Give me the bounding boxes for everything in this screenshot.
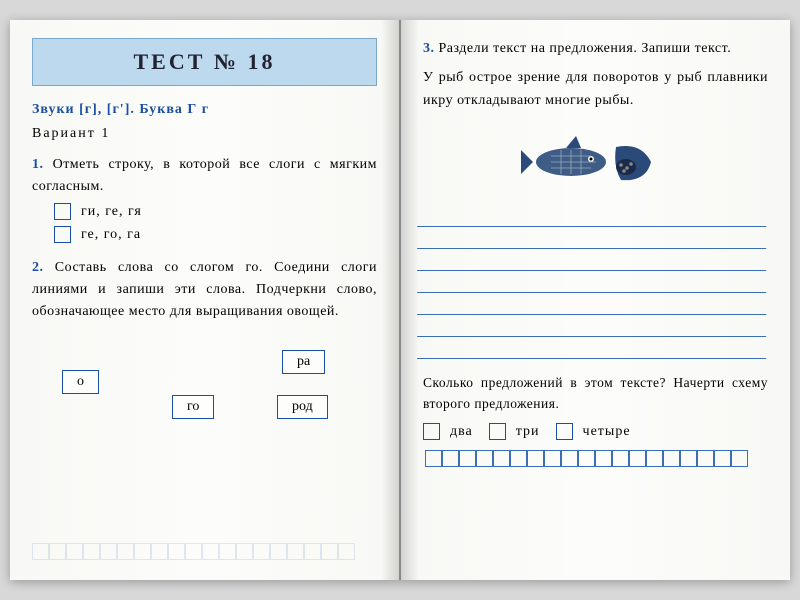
background-grid <box>32 543 377 560</box>
syllable-diagram: о го ра род <box>32 340 377 450</box>
checkbox-icon[interactable] <box>556 423 573 440</box>
checkbox-icon[interactable] <box>54 226 71 243</box>
answer-option-1[interactable]: два <box>423 423 473 440</box>
syllable-ra[interactable]: ра <box>282 350 325 374</box>
answer-options: два три четыре <box>423 423 768 440</box>
checkbox-icon[interactable] <box>54 203 71 220</box>
task-1: 1. Отметь строку, в которой все слоги с … <box>32 154 377 243</box>
test-title-box: ТЕСТ № 18 <box>32 38 377 86</box>
left-page: ТЕСТ № 18 Звуки [г], [г']. Буква Г г Вар… <box>10 20 401 580</box>
lesson-subtitle: Звуки [г], [г']. Буква Г г <box>32 102 377 118</box>
task-1-text: Отметь строку, в которой все слоги с мяг… <box>32 157 377 194</box>
task-2-text: Составь слова со слогом го. Соедини слог… <box>32 260 377 318</box>
checkbox-icon[interactable] <box>423 423 440 440</box>
syllable-rod[interactable]: род <box>277 395 328 419</box>
answer-2-label: три <box>516 424 540 440</box>
answer-option-3[interactable]: четыре <box>556 423 631 440</box>
fish-illustration <box>423 127 768 197</box>
task-3-instruction: Раздели текст на предложения. Запиши тек… <box>439 41 732 56</box>
fish-icon <box>521 132 671 192</box>
task-1-choice-1[interactable]: ги, ге, гя <box>54 203 377 220</box>
task-1-choice-2[interactable]: ге, го, га <box>54 226 377 243</box>
right-page: 3. Раздели текст на предложения. Запиши … <box>401 20 790 580</box>
spine-shadow <box>381 20 399 580</box>
task-3-body: У рыб острое зрение для поворотов у рыб … <box>423 66 768 114</box>
answer-option-2[interactable]: три <box>489 423 540 440</box>
task-3: 3. Раздели текст на предложения. Запиши … <box>423 38 768 113</box>
task-2-number: 2. <box>32 260 44 275</box>
task-3-number: 3. <box>423 41 435 56</box>
syllable-o[interactable]: о <box>62 370 99 394</box>
answer-1-label: два <box>450 424 473 440</box>
spine-shadow <box>401 20 419 580</box>
schema-grid[interactable] <box>425 450 768 467</box>
workbook-spread: ТЕСТ № 18 Звуки [г], [г']. Буква Г г Вар… <box>10 20 790 580</box>
choice-2-label: ге, го, га <box>81 227 141 243</box>
syllable-go[interactable]: го <box>172 395 214 419</box>
answer-3-label: четыре <box>583 424 631 440</box>
choice-1-label: ги, ге, гя <box>81 204 142 220</box>
task-2: 2. Составь слова со слогом го. Соедини с… <box>32 257 377 450</box>
followup-question: Сколько предложений в этом тексте? Начер… <box>423 373 768 415</box>
checkbox-icon[interactable] <box>489 423 506 440</box>
writing-lines-area[interactable] <box>423 205 768 359</box>
variant-label: Вариант 1 <box>32 126 377 142</box>
task-1-number: 1. <box>32 157 44 172</box>
